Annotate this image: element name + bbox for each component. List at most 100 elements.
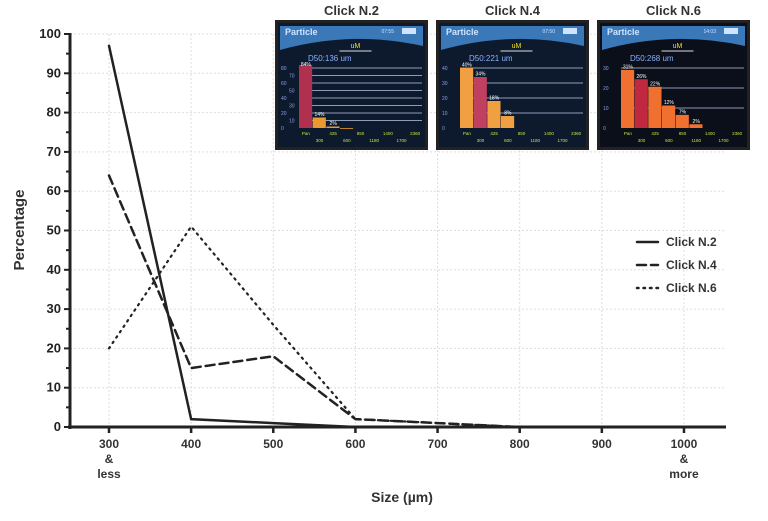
inset-bin-label: 850 (357, 131, 365, 136)
x-tick-label: less (97, 467, 121, 481)
y-tick-label: 40 (47, 262, 61, 277)
inset-bin-label: Pan (624, 131, 633, 136)
inset-y-tick: 40 (442, 66, 448, 72)
series-line-1 (107, 44, 521, 429)
x-tick-label: 400 (181, 437, 201, 451)
inset-bar (312, 117, 326, 128)
inset-bar-label: 2% (330, 121, 338, 127)
x-axis-label: Size (µm) (371, 489, 433, 505)
inset-bin-label: Pan (302, 131, 311, 136)
inset-bin-label: 600 (504, 138, 512, 143)
inset-bar (675, 114, 689, 128)
series-line-2 (107, 174, 521, 429)
inset-header-band (441, 26, 584, 50)
inset-bin-label: 1700 (557, 138, 568, 143)
legend-label: Click N.2 (666, 235, 717, 249)
inset-bar-label: 8% (504, 111, 512, 117)
inset-bin-label: 300 (477, 138, 485, 143)
inset-bin-label: 2360 (571, 131, 582, 136)
x-tick-label: 600 (345, 437, 365, 451)
inset-bin-label: 1180 (530, 138, 540, 143)
y-tick-label: 60 (47, 183, 61, 198)
inset-bin-label: 1400 (383, 131, 394, 136)
inset-bin-label: 1400 (544, 131, 555, 136)
inset-bar-label: 31% (623, 64, 634, 70)
y-tick-label: 70 (47, 144, 61, 159)
inset-bin-label: 1180 (369, 138, 379, 143)
inset-y-tick: 20 (281, 111, 287, 117)
inset-time: 14:03 (703, 29, 716, 35)
inset-y-tick: 0 (281, 126, 284, 132)
battery-icon (563, 28, 577, 34)
inset-bin-label: 2360 (410, 131, 421, 136)
inset-bin-label: 425 (651, 131, 659, 136)
x-tick-label: 700 (428, 437, 448, 451)
inset-unit: uM (512, 43, 522, 50)
inset-bar (473, 77, 487, 128)
legend-label: Click N.4 (666, 258, 717, 272)
inset-y-tick: 10 (442, 111, 448, 117)
battery-icon (724, 28, 738, 34)
x-tick-label: 900 (592, 437, 612, 451)
inset-y-tick: 30 (289, 104, 295, 110)
inset-bar-label: 26% (636, 74, 647, 80)
inset-y-tick: 20 (603, 86, 609, 92)
inset-bar-label: 12% (664, 100, 675, 106)
inset-bin-label: Pan (463, 131, 472, 136)
inset-bar (648, 86, 662, 128)
inset-bar-label: 18% (489, 96, 500, 102)
inset-bin-label: 600 (343, 138, 351, 143)
inset-bin-label: 600 (665, 138, 673, 143)
inset-bar-label: 84% (301, 62, 312, 68)
y-tick-label: 80 (47, 105, 61, 120)
inset-y-tick: 70 (289, 74, 295, 80)
inset-bin-label: 850 (679, 131, 687, 136)
series-line-3 (107, 224, 521, 429)
inset-title: Click N.2 (324, 3, 379, 18)
inset-y-tick: 0 (603, 126, 606, 132)
inset-bar-label: 2% (693, 119, 701, 125)
inset-bin-label: 1180 (691, 138, 701, 143)
inset-d50: D50:221 um (469, 54, 513, 63)
inset-unit: uM (351, 43, 361, 50)
inset-y-tick: 10 (289, 119, 295, 125)
inset-bar-label: 7% (679, 109, 687, 115)
inset-d50: D50:268 um (630, 54, 674, 63)
inset-bar (501, 116, 515, 128)
inset-bin-label: 850 (518, 131, 526, 136)
inset-bar-label: 14% (314, 112, 325, 118)
inset-d50: D50:136 um (308, 54, 352, 63)
y-axis-label: Percentage (11, 190, 28, 271)
y-tick-label: 10 (47, 380, 61, 395)
inset-bar (326, 126, 340, 128)
inset-y-tick: 20 (442, 96, 448, 102)
x-tick-label: more (669, 467, 699, 481)
y-tick-label: 20 (47, 340, 61, 355)
inset-screen-title: Particle (607, 27, 640, 37)
inset-bar (487, 101, 501, 128)
inset-screen-title: Particle (446, 27, 479, 37)
inset-unit: uM (673, 43, 683, 50)
inset-bar (662, 105, 676, 128)
inset-bin-label: 425 (329, 131, 337, 136)
inset-time: 07:55 (381, 29, 394, 35)
inset-header-band (602, 26, 745, 50)
inset-bar-label: 40% (462, 63, 473, 69)
inset-bar-label: 22% (650, 81, 661, 87)
inset-header-band (280, 26, 423, 50)
legend-label: Click N.6 (666, 281, 717, 295)
inset-bar (689, 124, 703, 128)
y-tick-label: 30 (47, 301, 61, 316)
inset-3: Click N.6 Particle 14:03 uM D50:268 um 0 10 20 3… (597, 3, 750, 150)
inset-y-tick: 30 (442, 81, 448, 87)
inset-time: 07:50 (542, 29, 555, 35)
inset-bin-label: 425 (490, 131, 498, 136)
inset-2: Click N.4 Particle 07:50 uM D50:221 um 0 10 20 3… (436, 3, 589, 150)
inset-bar (460, 68, 474, 128)
inset-bar (299, 65, 313, 128)
inset-y-tick: 10 (603, 106, 609, 112)
y-tick-label: 50 (47, 223, 61, 238)
